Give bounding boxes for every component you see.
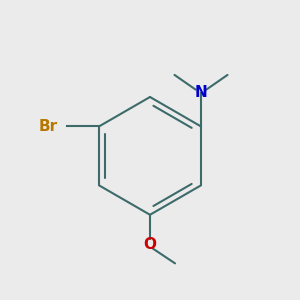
Text: N: N xyxy=(195,85,207,100)
Text: O: O xyxy=(143,237,157,252)
Text: Br: Br xyxy=(39,119,58,134)
